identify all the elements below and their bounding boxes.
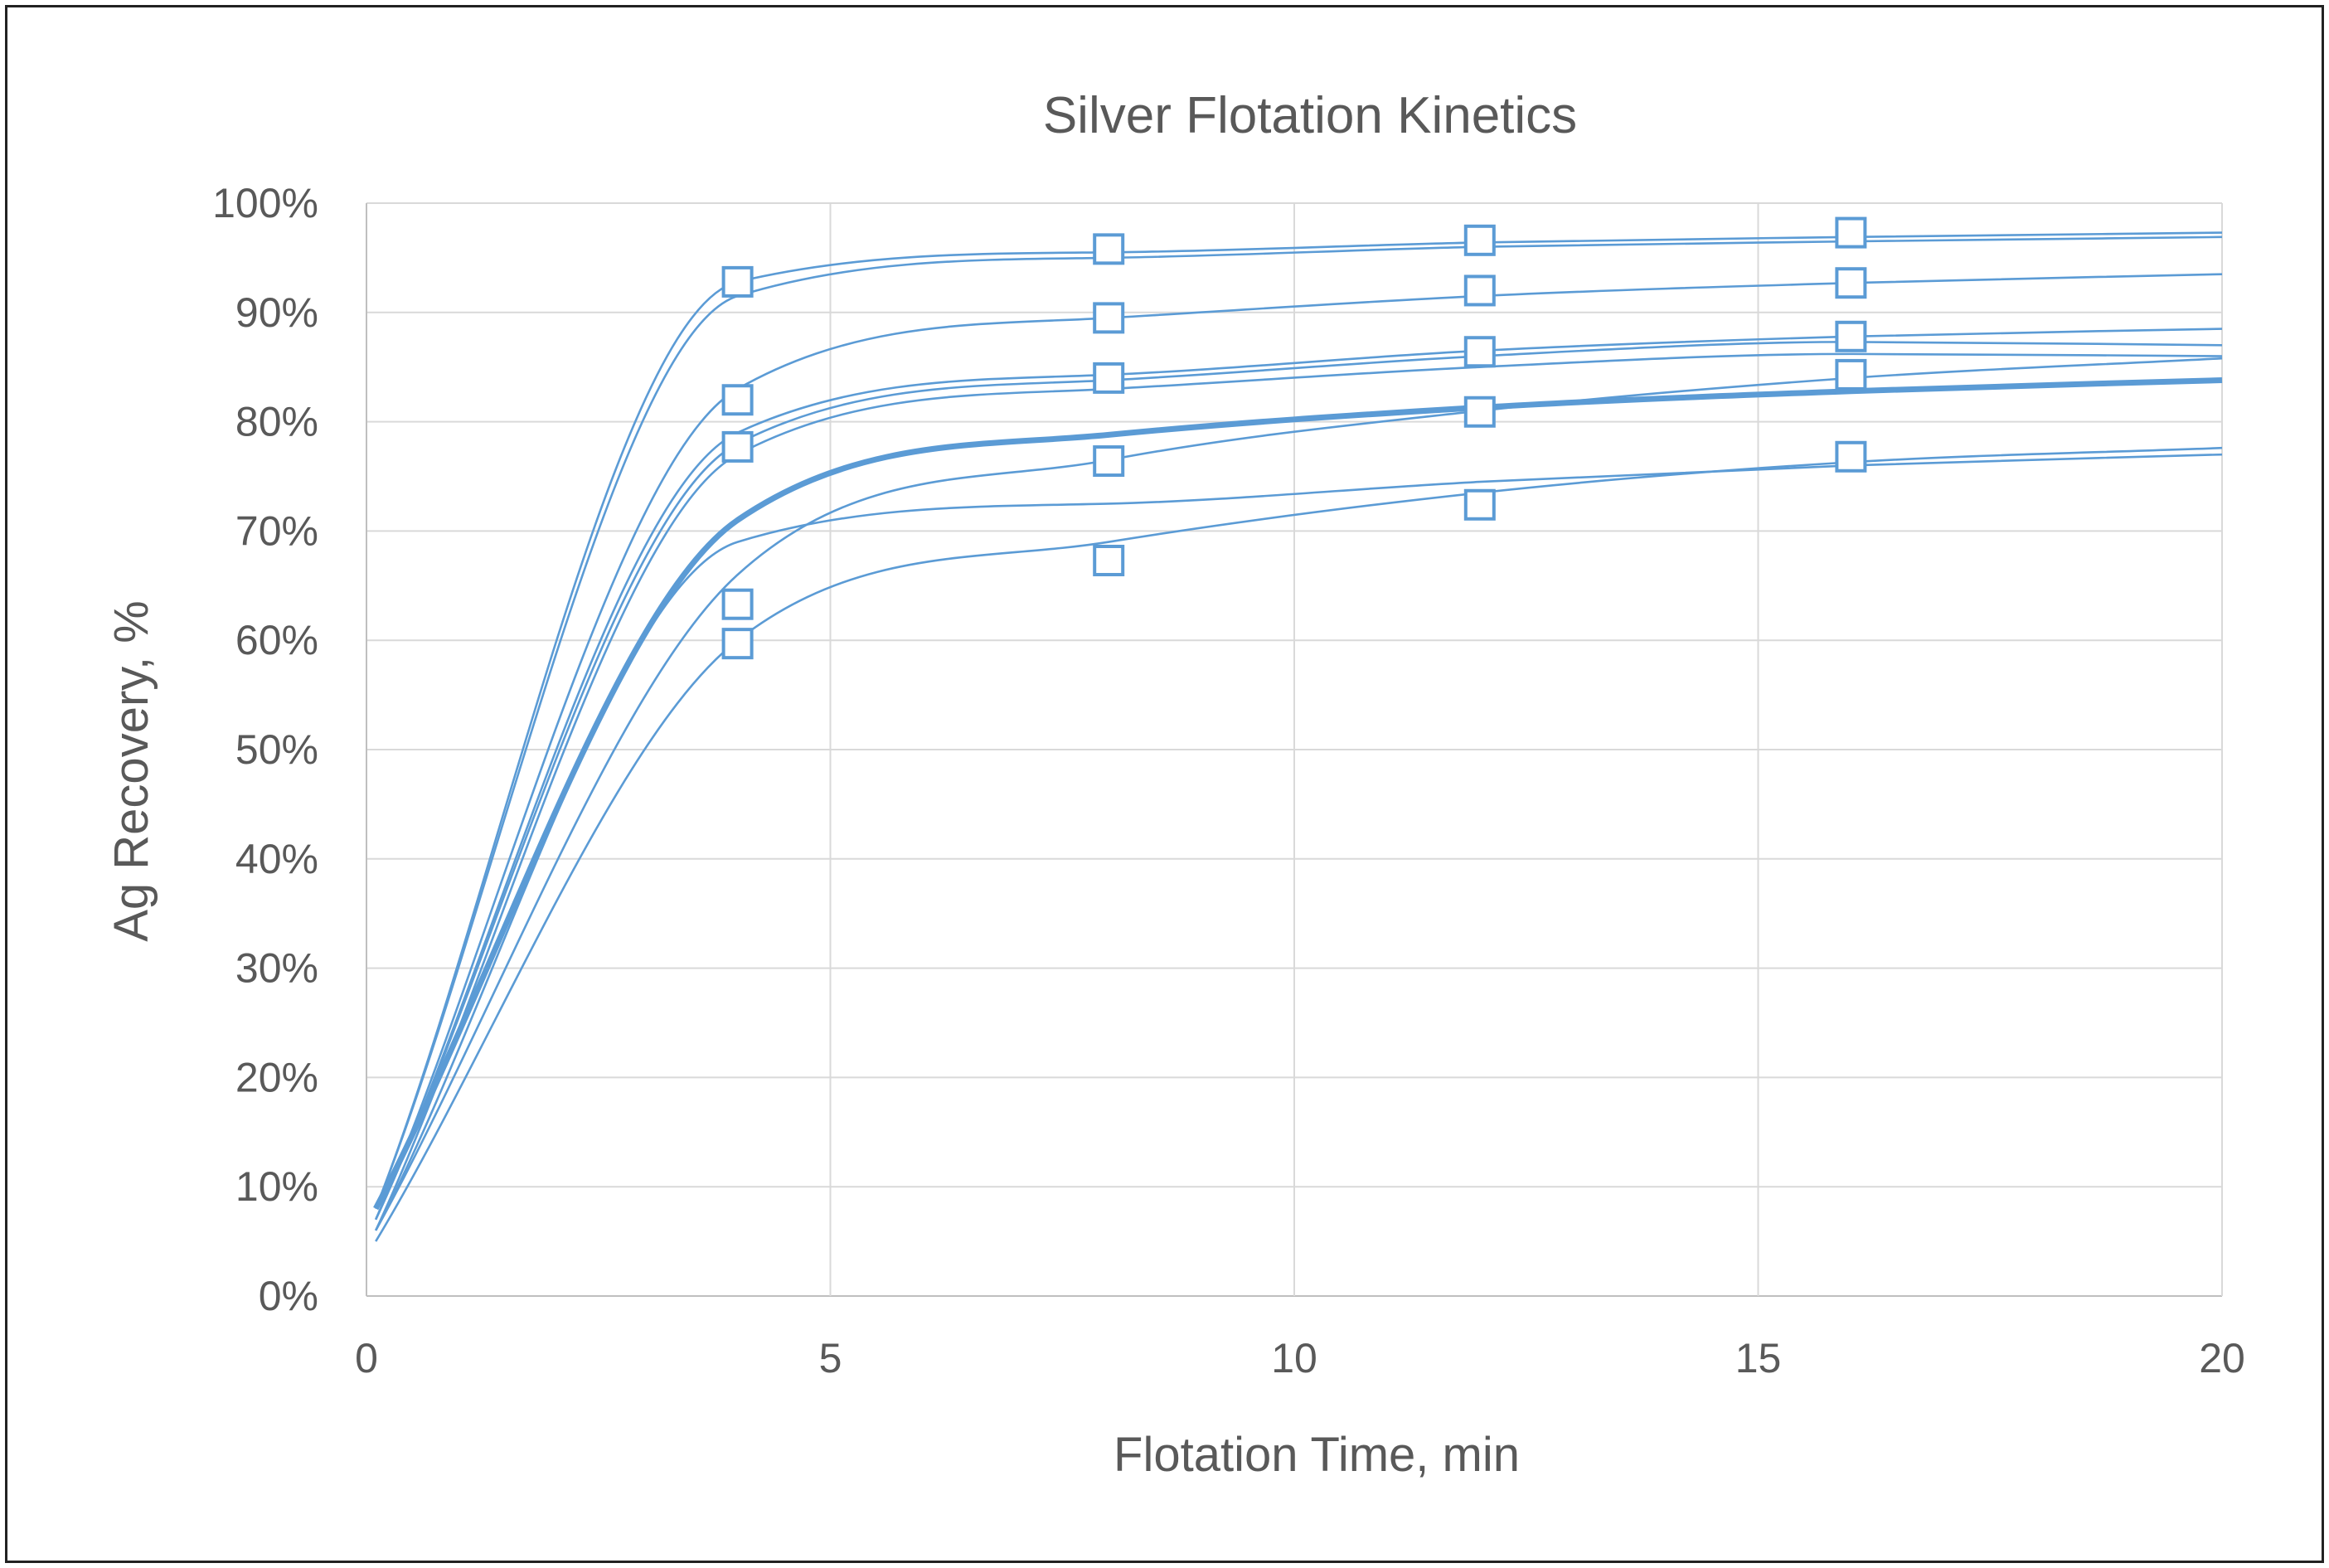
- fit-curve: [374, 231, 2223, 1210]
- data-point-marker: [1093, 445, 1125, 478]
- data-point-marker: [1835, 267, 1867, 299]
- y-tick-label: 90%: [235, 289, 318, 336]
- data-point-marker: [1093, 233, 1125, 265]
- y-tick-label: 100%: [212, 180, 318, 226]
- fit-curve: [375, 446, 2223, 1242]
- fit-curve: [375, 328, 2223, 1221]
- data-point-marker: [1463, 488, 1496, 521]
- y-tick-label: 70%: [235, 507, 318, 554]
- data-point-marker: [721, 588, 754, 620]
- data-point-marker: [721, 265, 754, 298]
- chart-title: Silver Flotation Kinetics: [1043, 87, 1577, 144]
- y-tick-label: 10%: [235, 1163, 318, 1210]
- fit-curve: [374, 273, 2223, 1221]
- data-point-marker: [1463, 274, 1496, 307]
- data-point-marker: [1463, 396, 1496, 428]
- fit-curve-average: [373, 377, 2223, 1211]
- data-point-marker: [1463, 224, 1496, 256]
- fit-curve: [375, 352, 2223, 1231]
- fit-curves: [373, 231, 2223, 1242]
- data-point-marker: [721, 384, 754, 416]
- x-tick-label: 10: [1271, 1335, 1317, 1381]
- y-axis-title: Ag Recovery, %: [104, 600, 158, 942]
- data-point-marker: [1835, 320, 1867, 352]
- data-point-marker: [721, 628, 754, 660]
- data-point-marker: [1835, 440, 1867, 473]
- y-tick-label: 0%: [259, 1273, 318, 1319]
- fit-curve: [375, 357, 2223, 1231]
- data-point-marker: [1835, 216, 1867, 249]
- chart-frame: [5, 5, 2324, 1563]
- y-tick-label: 80%: [235, 399, 318, 445]
- fit-curve: [375, 341, 2223, 1221]
- y-tick-label: 30%: [235, 945, 318, 992]
- y-tick-label: 50%: [235, 726, 318, 773]
- x-tick-label: 15: [1735, 1335, 1782, 1381]
- y-tick-label: 20%: [235, 1054, 318, 1100]
- y-tick-label: 60%: [235, 617, 318, 663]
- x-tick-label: 20: [2199, 1335, 2245, 1381]
- data-point-marker: [1093, 544, 1125, 576]
- x-axis-title: Flotation Time, min: [1114, 1428, 1520, 1482]
- y-tick-labels: 0% 10% 20% 30% 40% 50% 60% 70% 80% 90% 100%: [212, 180, 318, 1319]
- data-point-marker: [1093, 362, 1125, 394]
- x-tick-labels: 0 5 10 15 20: [355, 1335, 2245, 1381]
- data-point-marker: [1093, 302, 1125, 334]
- x-tick-label: 0: [355, 1335, 378, 1381]
- data-point-marker: [1463, 336, 1496, 368]
- data-point-marker: [721, 430, 754, 463]
- data-point-marker: [1835, 358, 1867, 391]
- fit-curve: [375, 453, 2223, 1231]
- x-tick-label: 5: [819, 1335, 842, 1381]
- y-tick-label: 40%: [235, 836, 318, 882]
- data-markers: [721, 216, 1867, 660]
